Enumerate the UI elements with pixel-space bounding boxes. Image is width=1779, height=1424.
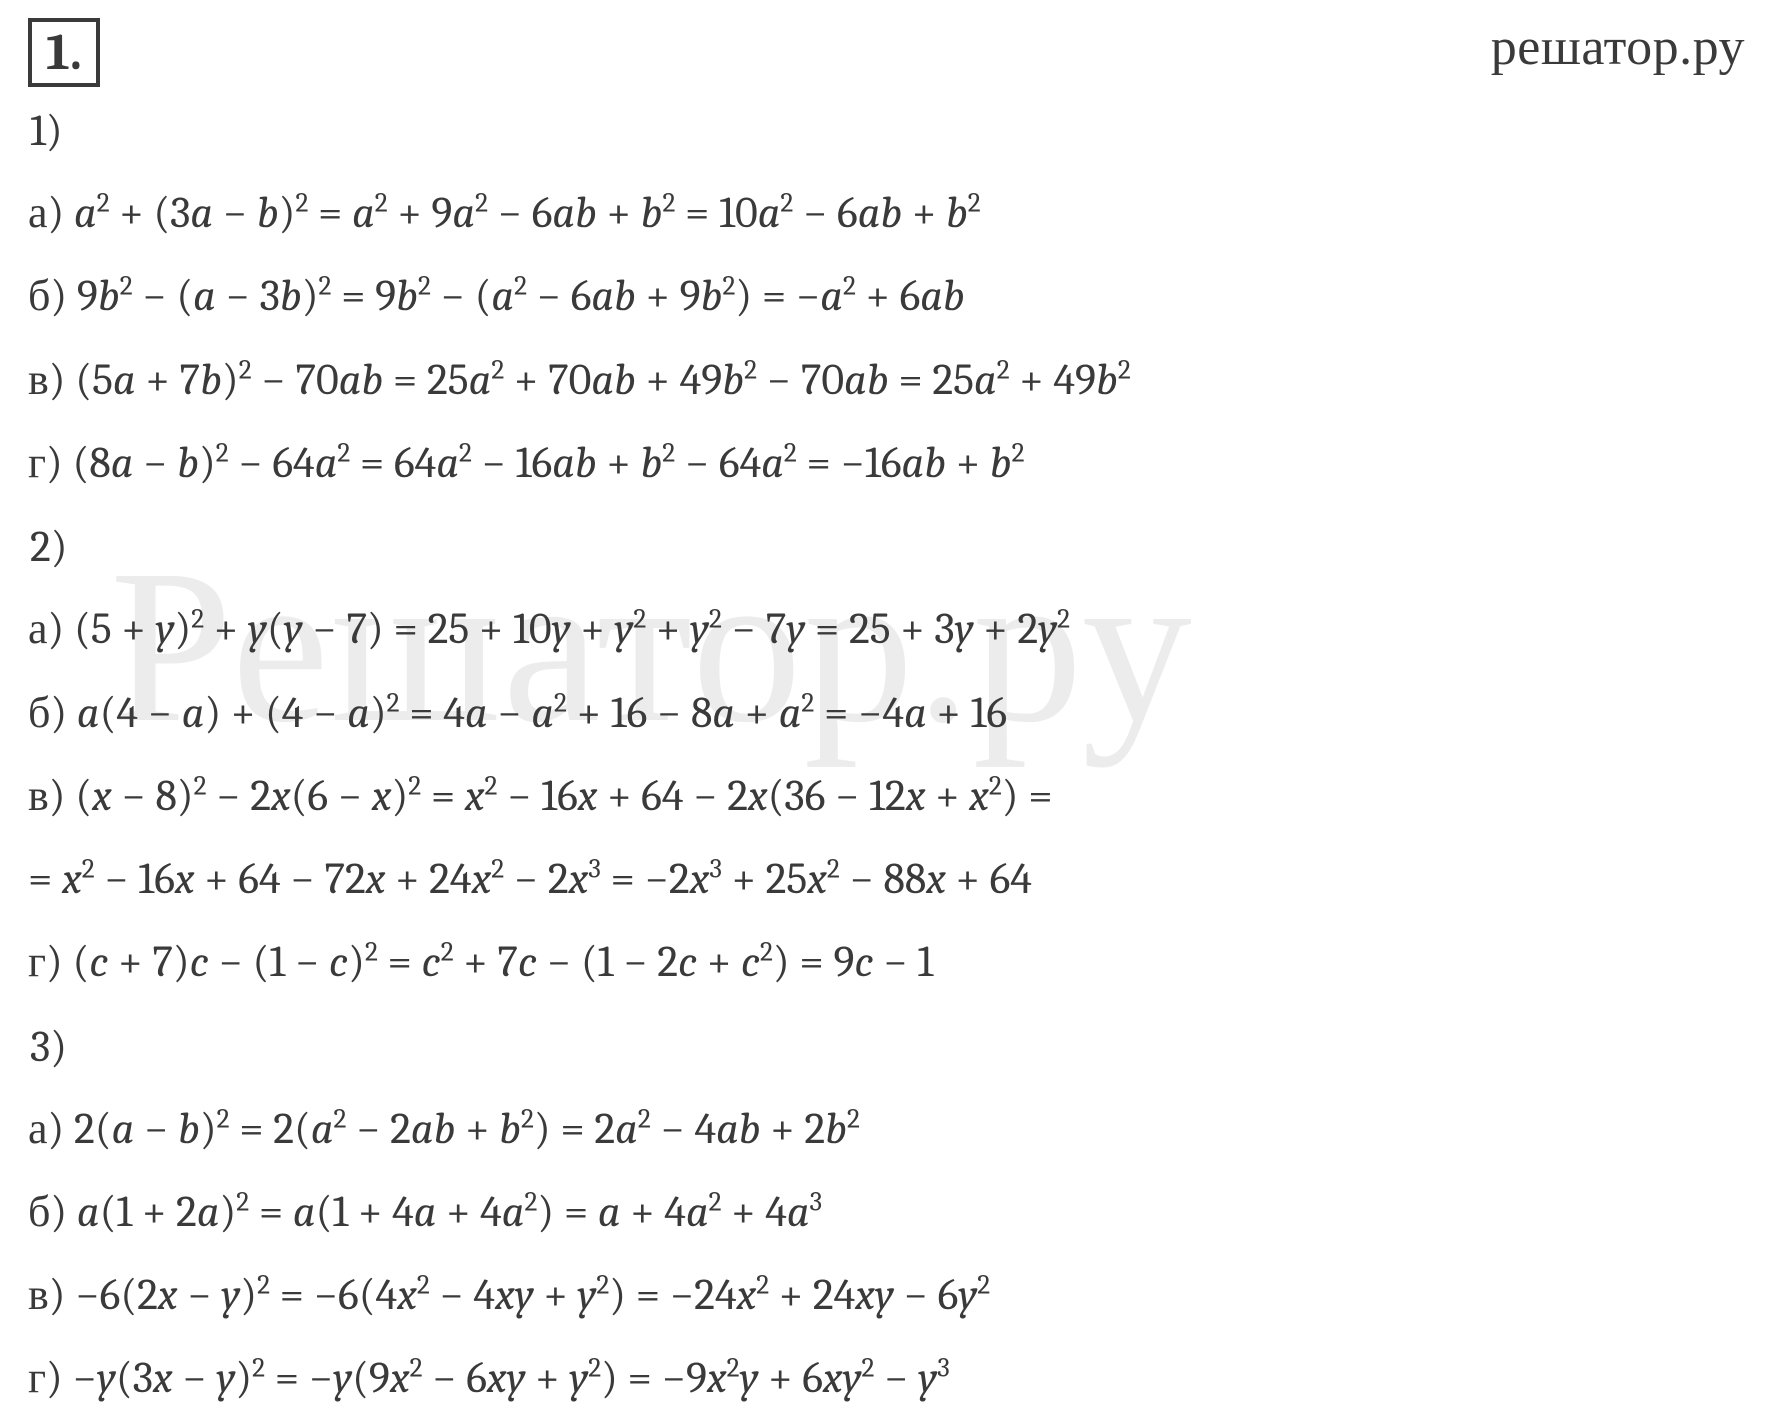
equation-expr: (x − 8)2 − 2x(6 − x)2 = x2 − 16x + 64 − … xyxy=(66,770,1053,821)
equation-expr: (5a + 7b)2 − 70ab = 25a2 + 70ab + 49b2 −… xyxy=(66,354,1131,405)
item-letter: в) xyxy=(28,770,66,821)
equation-expr: (8a − b)2 − 64a2 = 64a2 − 16ab + b2 − 64… xyxy=(63,437,1025,488)
equation-expr: a2 + (3a − b)2 = a2 + 9a2 − 6ab + b2 = 1… xyxy=(64,187,980,238)
equation-line: в) (5a + 7b)2 − 70ab = 25a2 + 70ab + 49b… xyxy=(28,355,1751,404)
section-1-number: 1) xyxy=(30,105,1751,156)
page: Решатор.ру 1. решатор.ру 1) а) a2 + (3a … xyxy=(0,0,1779,1424)
item-letter: г) xyxy=(28,437,63,488)
equation-expr: 2(a − b)2 = 2(a2 − 2ab + b2) = 2a2 − 4ab… xyxy=(64,1103,859,1154)
equation-expr: a(4 − a) + (4 − a)2 = 4a − a2 + 16 − 8a … xyxy=(67,687,1007,738)
equation-line: б) 9b2 − (a − 3b)2 = 9b2 − (a2 − 6ab + 9… xyxy=(28,271,1751,320)
site-label: решатор.ру xyxy=(1491,18,1745,77)
item-letter: г) xyxy=(28,1352,63,1403)
problem-number-box: 1. xyxy=(28,18,100,87)
equation-line: б) a(1 + 2a)2 = a(1 + 4a + 4a2) = a + 4a… xyxy=(28,1187,1751,1236)
item-letter: а) xyxy=(28,1103,64,1154)
item-letter: в) xyxy=(28,354,66,405)
equation-line: б) a(4 − a) + (4 − a)2 = 4a − a2 + 16 − … xyxy=(28,688,1751,737)
equation-line: а) 2(a − b)2 = 2(a2 − 2ab + b2) = 2a2 − … xyxy=(28,1104,1751,1153)
item-letter: а) xyxy=(28,603,64,654)
equation-expr: = x2 − 16x + 64 − 72x + 24x2 − 2x3 = −2x… xyxy=(28,853,1032,904)
equation-line: а) a2 + (3a − b)2 = a2 + 9a2 − 6ab + b2 … xyxy=(28,188,1751,237)
equation-line: а) (5 + y)2 + y(y − 7) = 25 + 10y + y2 +… xyxy=(28,604,1751,653)
equation-expr: a(1 + 2a)2 = a(1 + 4a + 4a2) = a + 4a2 +… xyxy=(67,1186,822,1237)
equation-line: в) −6(2x − y)2 = −6(4x2 − 4xy + y2) = −2… xyxy=(28,1270,1751,1319)
equation-expr: −y(3x − y)2 = −y(9x2 − 6xy + y2) = −9x2y… xyxy=(63,1352,950,1403)
item-letter: б) xyxy=(28,687,67,738)
equation-line: г) (c + 7)c − (1 − c)2 = c2 + 7c − (1 − … xyxy=(28,937,1751,986)
equation-expr: 9b2 − (a − 3b)2 = 9b2 − (a2 − 6ab + 9b2)… xyxy=(67,270,965,321)
content-region: 1. решатор.ру 1) а) a2 + (3a − b)2 = a2 … xyxy=(28,18,1751,1403)
equation-line: г) (8a − b)2 − 64a2 = 64a2 − 16ab + b2 −… xyxy=(28,438,1751,487)
equation-expr: (5 + y)2 + y(y − 7) = 25 + 10y + y2 + y2… xyxy=(64,603,1070,654)
equation-line: в) (x − 8)2 − 2x(6 − x)2 = x2 − 16x + 64… xyxy=(28,771,1751,820)
problem-number: 1. xyxy=(46,22,82,82)
item-letter: г) xyxy=(28,936,63,987)
section-2-number: 2) xyxy=(30,521,1751,572)
equation-line: г) −y(3x − y)2 = −y(9x2 − 6xy + y2) = −9… xyxy=(28,1353,1751,1402)
item-letter: б) xyxy=(28,1186,67,1237)
header-row: 1. решатор.ру xyxy=(28,18,1751,87)
equation-expr: (c + 7)c − (1 − c)2 = c2 + 7c − (1 − 2c … xyxy=(63,936,933,987)
section-3-number: 3) xyxy=(30,1021,1751,1072)
equation-expr: −6(2x − y)2 = −6(4x2 − 4xy + y2) = −24x2… xyxy=(66,1269,991,1320)
equation-line: = x2 − 16x + 64 − 72x + 24x2 − 2x3 = −2x… xyxy=(28,854,1751,903)
item-letter: в) xyxy=(28,1269,66,1320)
item-letter: а) xyxy=(28,187,64,238)
item-letter: б) xyxy=(28,270,67,321)
